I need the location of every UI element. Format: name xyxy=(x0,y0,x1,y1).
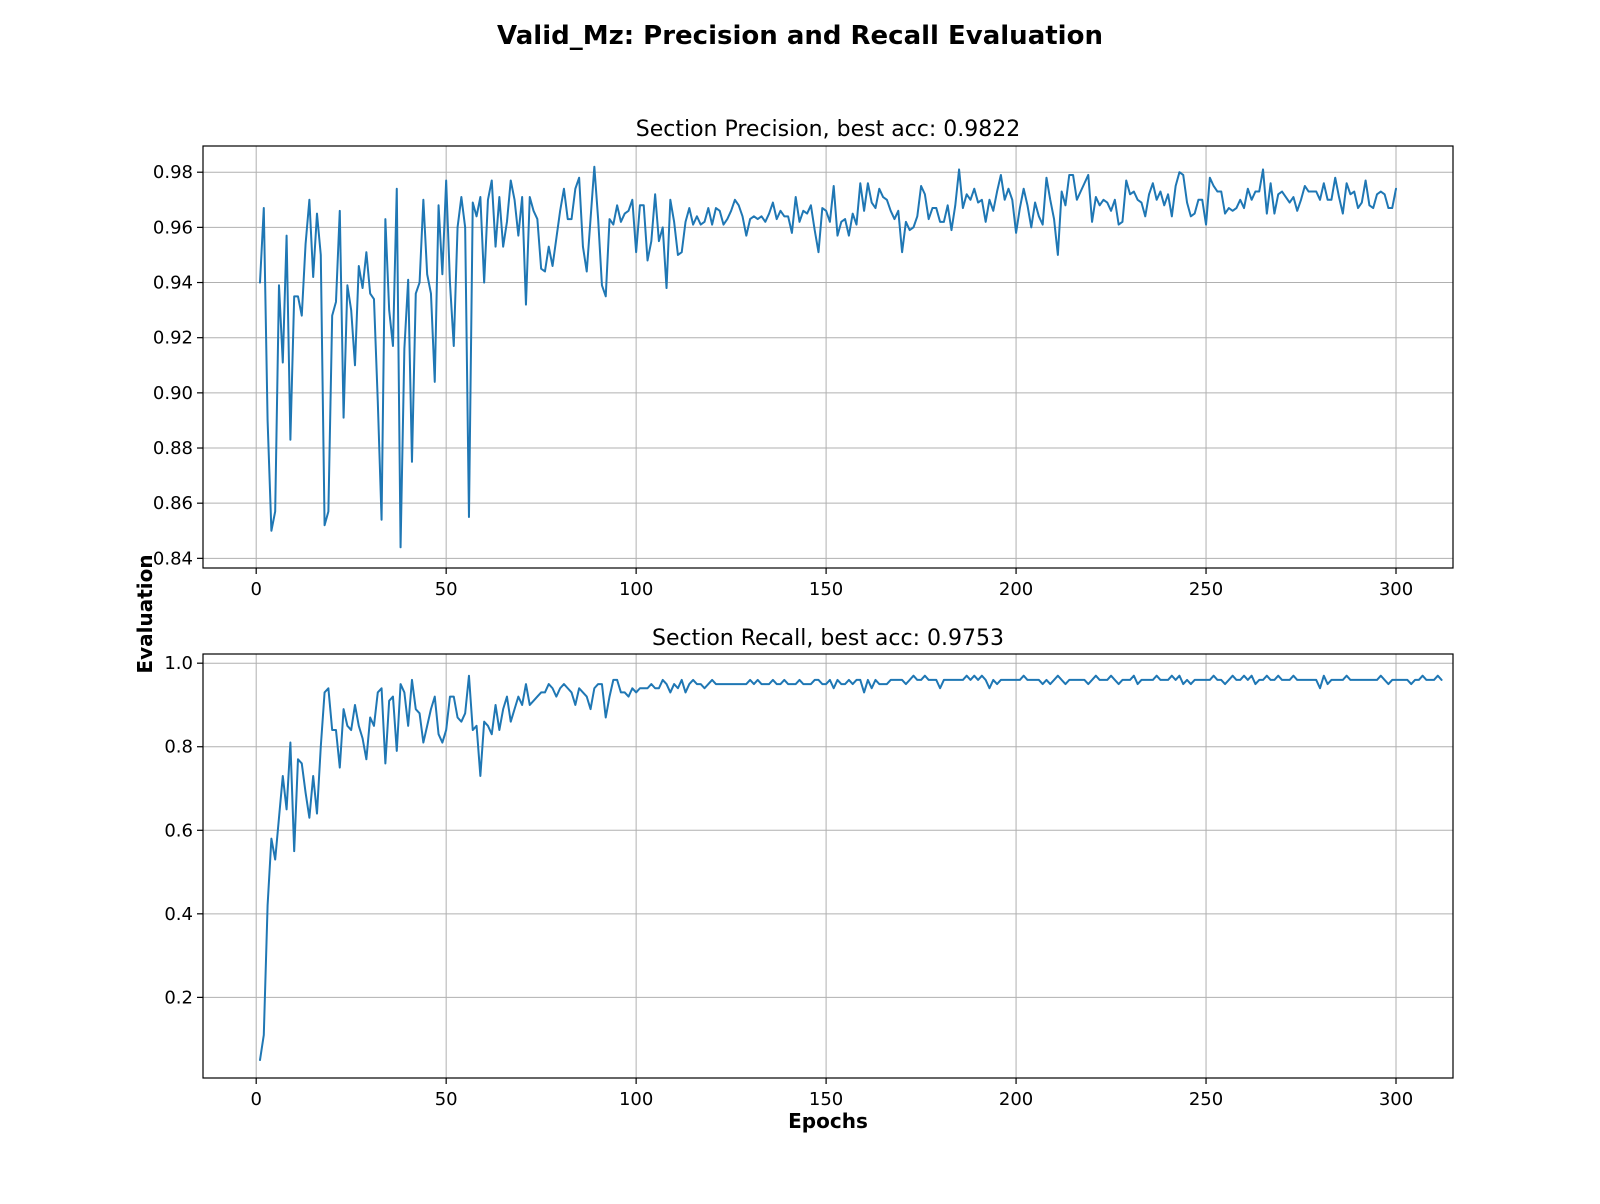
precision-x-tick-label-1: 50 xyxy=(435,579,458,600)
precision-x-tick-label-0: 0 xyxy=(250,579,261,600)
precision-y-tick-label-5: 0.94 xyxy=(153,273,193,294)
recall-x-tick-label-1: 50 xyxy=(435,1089,458,1110)
recall-x-tick-label-0: 0 xyxy=(250,1089,261,1110)
precision-y-tick-label-0: 0.84 xyxy=(153,548,193,569)
precision-x-tick-label-3: 150 xyxy=(809,579,843,600)
precision-x-tick-label-5: 250 xyxy=(1189,579,1223,600)
recall-y-tick-label-2: 0.6 xyxy=(164,820,193,841)
recall-x-tick-label-3: 150 xyxy=(809,1089,843,1110)
precision-y-tick-label-4: 0.92 xyxy=(153,328,193,349)
precision-series-line-0 xyxy=(258,165,1398,549)
precision-x-tick-label-2: 100 xyxy=(619,579,653,600)
precision-x-tick-label-6: 300 xyxy=(1379,579,1413,600)
precision-y-tick-label-2: 0.88 xyxy=(153,438,193,459)
recall-y-tick-label-0: 0.2 xyxy=(164,987,193,1008)
recall-y-tick-label-3: 0.8 xyxy=(164,737,193,758)
precision-chart-title: Section Precision, best acc: 0.9822 xyxy=(636,117,1021,142)
precision-y-tick-label-1: 0.86 xyxy=(153,493,193,514)
precision-axes: Section Precision, best acc: 0.9822 0 50 1… xyxy=(153,117,1454,600)
precision-y-tick-label-3: 0.90 xyxy=(153,383,193,404)
precision-x-tick-label-4: 200 xyxy=(999,579,1033,600)
precision-y-tick-label-7: 0.98 xyxy=(153,162,193,183)
recall-x-tick-label-2: 100 xyxy=(619,1089,653,1110)
precision-y-tick-label-6: 0.96 xyxy=(153,217,193,238)
y-axis-label: Evaluation xyxy=(133,554,157,673)
recall-x-tick-label-6: 300 xyxy=(1379,1089,1413,1110)
recall-y-tick-label-1: 0.4 xyxy=(164,904,193,925)
recall-series-line-0 xyxy=(258,674,1443,1062)
figure-title: Valid_Mz: Precision and Recall Evaluatio… xyxy=(497,21,1103,51)
recall-y-tick-label-4: 1.0 xyxy=(164,653,193,674)
recall-axes: Section Recall, best acc: 0.9753 0 50 100 1… xyxy=(164,626,1454,1110)
x-axis-label: Epochs xyxy=(788,1109,868,1133)
recall-chart-title: Section Recall, best acc: 0.9753 xyxy=(652,626,1004,651)
recall-plot-frame xyxy=(202,653,1454,1079)
recall-x-tick-label-5: 250 xyxy=(1189,1089,1223,1110)
precision-plot-frame xyxy=(202,145,1454,569)
recall-x-tick-label-4: 200 xyxy=(999,1089,1033,1110)
